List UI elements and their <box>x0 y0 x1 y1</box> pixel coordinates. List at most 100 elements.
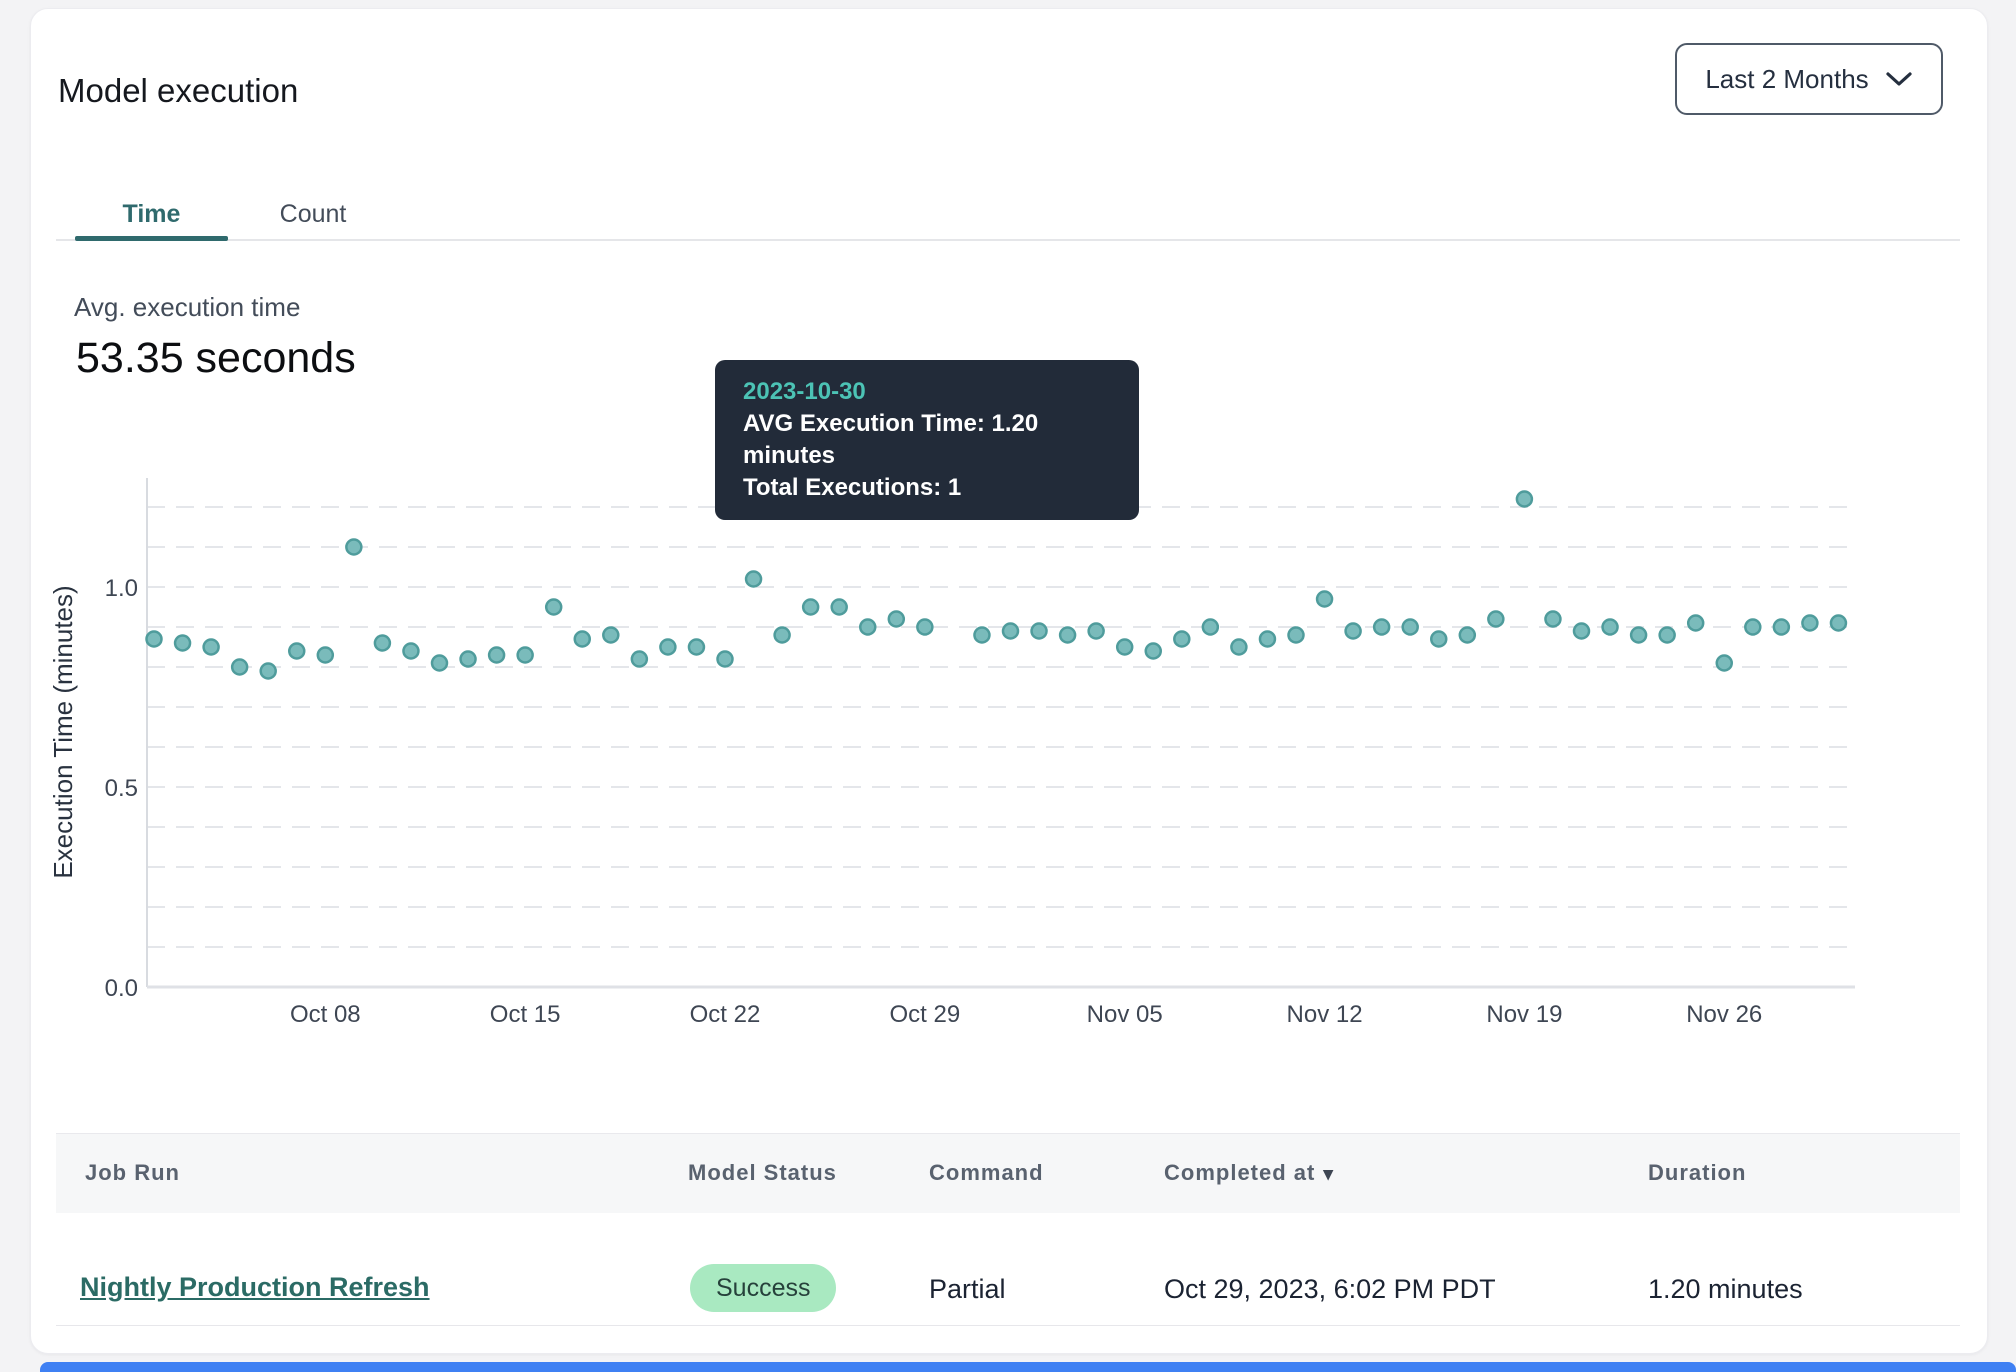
chart-point[interactable] <box>1058 626 1077 644</box>
chart-point[interactable] <box>487 646 506 664</box>
tab-count[interactable]: Count <box>279 200 347 228</box>
chart-point[interactable] <box>1258 630 1277 648</box>
chart-point[interactable] <box>1487 610 1505 628</box>
chart-point[interactable] <box>1401 618 1419 636</box>
chart-point[interactable] <box>1344 622 1362 640</box>
chevron-down-icon <box>1886 72 1912 86</box>
chart-point[interactable] <box>345 538 363 556</box>
chart-point[interactable] <box>1287 626 1305 644</box>
avg-execution-time-value: 53.35 seconds <box>76 334 356 382</box>
chart-point[interactable] <box>744 570 763 588</box>
chart-point[interactable] <box>1715 654 1733 672</box>
col-header-duration: Duration <box>1648 1160 1747 1185</box>
tooltip-total-executions: Total Executions: 1 <box>743 474 962 501</box>
chart-point[interactable] <box>1144 642 1162 660</box>
chart-point[interactable] <box>859 618 877 636</box>
chart-point[interactable] <box>1829 614 1848 632</box>
chart-point[interactable] <box>1544 610 1562 628</box>
execution-time-scatter-chart[interactable]: 0.0 0.5 1.0 Oct 08 Oct 15 Oct 22 Oct 29 Nov 05 N… <box>0 430 2016 1070</box>
chart-point[interactable] <box>544 598 563 616</box>
x-tick-label: Oct 08 <box>290 1001 361 1028</box>
chart-point[interactable] <box>1686 614 1705 632</box>
x-tick-label: Nov 05 <box>1087 1001 1163 1028</box>
tab-time[interactable]: Time <box>122 200 181 228</box>
chart-point[interactable] <box>316 646 335 664</box>
date-range-value: Last 2 Months <box>1705 63 1869 94</box>
chart-point[interactable] <box>1115 638 1134 656</box>
chart-point[interactable] <box>1515 490 1534 508</box>
chart-point[interactable] <box>230 658 249 676</box>
chart-point[interactable] <box>288 642 306 660</box>
chart-point[interactable] <box>1658 626 1676 644</box>
tabs-divider <box>56 239 1960 241</box>
chart-point[interactable] <box>1201 618 1220 636</box>
chart-point[interactable] <box>830 598 848 616</box>
col-header-completed-at[interactable]: Completed at ▾ <box>1164 1160 1333 1186</box>
chart-point[interactable] <box>1458 626 1477 644</box>
chart-point[interactable] <box>687 638 706 656</box>
chart-point[interactable] <box>1087 622 1105 640</box>
x-tick-label: Nov 12 <box>1287 1001 1363 1028</box>
chart-point[interactable] <box>373 634 392 652</box>
chart-point[interactable] <box>887 610 906 628</box>
chart-point[interactable] <box>402 642 420 660</box>
job-run-link[interactable]: Nightly Production Refresh <box>80 1272 430 1302</box>
chart-point[interactable] <box>602 626 620 644</box>
tooltip-date: 2023-10-30 <box>743 378 866 405</box>
chart-point[interactable] <box>1801 614 1819 632</box>
chart-tooltip: 2023-10-30 AVG Execution Time: 1.20 minu… <box>715 360 1139 520</box>
y-tick-label: 1.0 <box>105 575 138 602</box>
sort-desc-icon: ▾ <box>1323 1164 1333 1185</box>
chart-point[interactable] <box>145 630 163 648</box>
chart-point[interactable] <box>516 646 534 664</box>
col-header-completed-at-label: Completed at <box>1164 1160 1316 1185</box>
model-status-badge: Success <box>690 1264 837 1312</box>
chart-point[interactable] <box>1173 630 1191 648</box>
chart-point[interactable] <box>573 630 591 648</box>
chart-point[interactable] <box>801 598 820 616</box>
table-header <box>56 1133 1960 1213</box>
chart-point[interactable] <box>1601 618 1619 636</box>
duration-cell: 1.20 minutes <box>1648 1274 1803 1304</box>
chart-point[interactable] <box>173 634 192 652</box>
chart-point[interactable] <box>973 626 991 644</box>
chart-point[interactable] <box>716 650 734 668</box>
chart-point[interactable] <box>1315 590 1334 608</box>
chart-point[interactable] <box>459 650 477 668</box>
completed-at-cell: Oct 29, 2023, 6:02 PM PDT <box>1164 1274 1496 1304</box>
chart-point[interactable] <box>1772 618 1791 636</box>
chart-point[interactable] <box>916 618 934 636</box>
x-tick-label: Oct 15 <box>490 1001 561 1028</box>
avg-execution-time-label: Avg. execution time <box>74 292 301 322</box>
chart-point[interactable] <box>630 650 649 668</box>
col-header-job-run: Job Run <box>85 1160 180 1185</box>
active-tab-underline <box>75 236 228 241</box>
x-tick-label: Oct 22 <box>690 1001 761 1028</box>
y-tick-label: 0.5 <box>105 775 138 802</box>
chart-point[interactable] <box>1744 618 1762 636</box>
chart-point[interactable] <box>1629 626 1648 644</box>
chart-point[interactable] <box>1572 622 1591 640</box>
model-execution-card <box>30 8 1988 1354</box>
chart-point[interactable] <box>1001 622 1020 640</box>
col-header-command: Command <box>929 1160 1044 1185</box>
chart-point[interactable] <box>430 654 449 672</box>
x-tick-label: Nov 19 <box>1486 1001 1562 1028</box>
chart-point[interactable] <box>773 626 791 644</box>
chart-point[interactable] <box>659 638 677 656</box>
x-tick-label: Nov 26 <box>1686 1001 1762 1028</box>
col-header-model-status: Model Status <box>688 1160 837 1185</box>
date-range-dropdown[interactable]: Last 2 Months <box>1675 43 1943 115</box>
tooltip-avg-execution-time: AVG Execution Time: 1.20 minutes <box>743 410 1039 469</box>
chart-point[interactable] <box>1230 638 1248 656</box>
x-tick-label: Oct 29 <box>889 1001 960 1028</box>
row-divider <box>56 1325 1960 1326</box>
y-tick-label: 0.0 <box>105 975 138 1002</box>
chart-point[interactable] <box>1030 622 1048 640</box>
chart-point[interactable] <box>1430 630 1448 648</box>
chart-point[interactable] <box>202 638 220 656</box>
chart-point[interactable] <box>1372 618 1391 636</box>
bottom-accent-bar <box>40 1362 2016 1372</box>
y-axis-title: Execution Time (minutes) <box>48 585 78 878</box>
chart-point[interactable] <box>259 662 277 680</box>
